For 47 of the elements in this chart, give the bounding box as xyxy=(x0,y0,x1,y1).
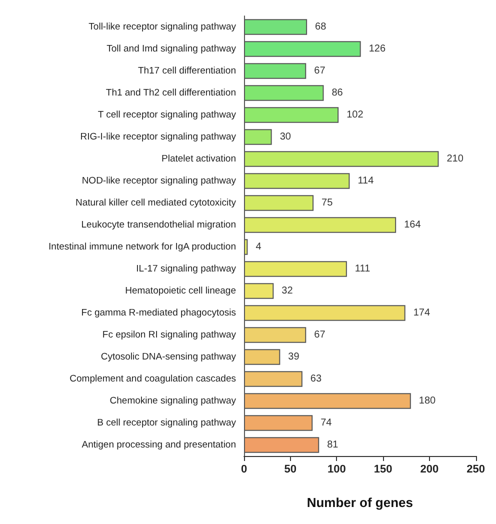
data-label: 68 xyxy=(315,22,327,32)
y-tick-label: IL-17 signaling pathway xyxy=(136,264,236,274)
data-label: 86 xyxy=(332,88,344,98)
data-label: 75 xyxy=(322,198,334,208)
data-label: 114 xyxy=(358,176,374,186)
data-label: 210 xyxy=(446,154,464,164)
data-label: 30 xyxy=(280,132,292,142)
data-label: 4 xyxy=(256,242,262,252)
y-tick-label: B cell receptor signaling pathway xyxy=(97,418,236,428)
y-tick-label: Leukocyte transendothelial migration xyxy=(81,220,236,230)
y-tick-label: Intestinal immune network for IgA production xyxy=(48,242,236,252)
data-label: 39 xyxy=(288,352,300,362)
x-tick-label: 50 xyxy=(284,464,296,476)
data-label: 174 xyxy=(413,308,430,318)
data-label: 180 xyxy=(418,396,436,406)
data-label: 63 xyxy=(310,374,322,384)
y-tick-label: Th1 and Th2 cell differentiation xyxy=(106,88,236,98)
data-label: 164 xyxy=(404,220,422,230)
y-tick-label: Fc epsilon RI signaling pathway xyxy=(102,330,236,340)
data-label: 102 xyxy=(346,110,364,120)
data-label: 32 xyxy=(282,286,294,296)
data-label: 81 xyxy=(327,440,339,450)
y-tick-label: Chemokine signaling pathway xyxy=(110,396,236,406)
y-tick-label: Th17 cell differentiation xyxy=(138,66,236,76)
data-label: 74 xyxy=(320,418,332,428)
x-axis-title: Number of genes xyxy=(306,495,414,510)
data-label: 67 xyxy=(314,66,326,76)
y-tick-label: Fc gamma R-mediated phagocytosis xyxy=(81,308,236,318)
x-tick-label: 0 xyxy=(240,464,248,476)
data-label: 126 xyxy=(368,44,386,54)
y-tick-label: RIG-I-like receptor signaling pathway xyxy=(80,132,236,142)
y-tick-label: T cell receptor signaling pathway xyxy=(98,110,236,120)
y-tick-label: Cytosolic DNA-sensing pathway xyxy=(100,352,236,362)
y-tick-label: Natural killer cell mediated cytotoxicity xyxy=(75,198,236,208)
y-tick-label: Complement and coagulation cascades xyxy=(70,374,236,384)
y-tick-label: Platelet activation xyxy=(162,154,236,164)
y-tick-label: Hematopoietic cell lineage xyxy=(125,286,236,296)
x-tick-label: 100 xyxy=(328,464,346,476)
x-tick-label: 150 xyxy=(374,464,392,476)
y-tick-label: Antigen processing and presentation xyxy=(82,440,236,450)
y-tick-label: Toll and Imd signaling pathway xyxy=(106,44,236,54)
y-tick-label: Toll-like receptor signaling pathway xyxy=(88,22,236,32)
x-tick-label: 250 xyxy=(466,464,486,476)
y-tick-label: NOD-like receptor signaling pathway xyxy=(82,176,236,186)
data-label: 111 xyxy=(354,264,371,274)
data-label: 67 xyxy=(314,330,326,340)
x-tick-label: 200 xyxy=(420,464,439,476)
